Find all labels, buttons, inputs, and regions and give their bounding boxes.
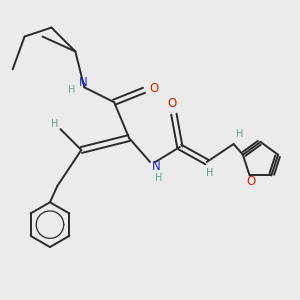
Text: O: O [149,82,158,95]
Text: N: N [152,160,161,173]
Text: O: O [247,176,256,188]
Text: N: N [78,76,87,89]
Text: H: H [51,119,59,129]
Text: H: H [206,168,213,178]
Text: H: H [68,85,76,95]
Text: H: H [236,130,244,140]
Text: H: H [155,173,162,183]
Text: O: O [168,97,177,110]
